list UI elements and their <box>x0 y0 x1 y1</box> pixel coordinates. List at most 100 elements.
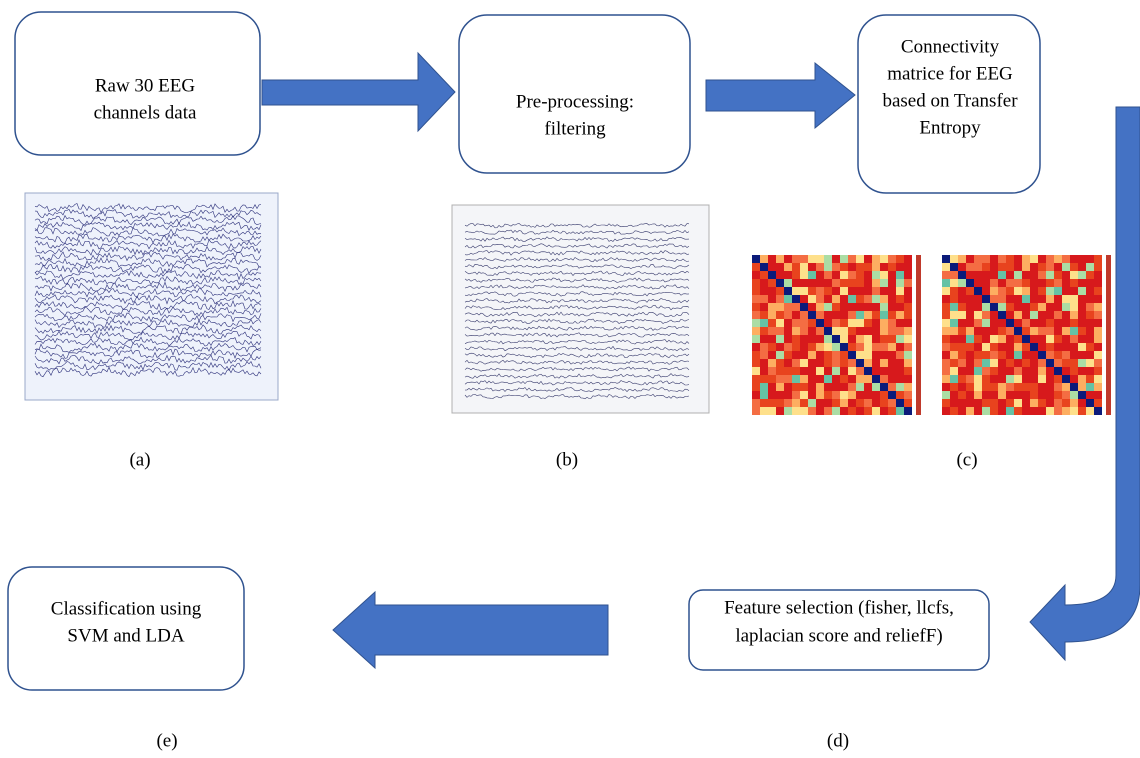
matrix-cell <box>856 319 864 327</box>
matrix-cell <box>808 375 816 383</box>
matrix-cell <box>1006 335 1014 343</box>
matrix-cell <box>1086 399 1094 407</box>
matrix-cell <box>1006 351 1014 359</box>
matrix-cell <box>1062 399 1070 407</box>
matrix-cell <box>1094 375 1102 383</box>
matrix-cell <box>1038 335 1046 343</box>
matrix-cell <box>1014 327 1022 335</box>
matrix-cell <box>760 351 768 359</box>
matrix-cell <box>1054 375 1062 383</box>
matrix-cell <box>880 263 888 271</box>
caption: (e) <box>156 730 177 751</box>
matrix-cell <box>808 263 816 271</box>
matrix-cell <box>1070 295 1078 303</box>
matrix-cell <box>950 399 958 407</box>
matrix-cell <box>864 391 872 399</box>
matrix-cell <box>856 407 864 415</box>
matrix-cell <box>816 287 824 295</box>
matrix-cell <box>982 367 990 375</box>
matrix-cell <box>816 367 824 375</box>
matrix-cell <box>950 407 958 415</box>
matrix-cell <box>760 287 768 295</box>
matrix-cell <box>752 271 760 279</box>
matrix-cell <box>816 343 824 351</box>
matrix-cell <box>800 399 808 407</box>
matrix-cell <box>1022 295 1030 303</box>
matrix-cell <box>832 255 840 263</box>
matrix-cell <box>768 351 776 359</box>
matrix-cell <box>816 399 824 407</box>
matrix-cell <box>840 263 848 271</box>
matrix-cell <box>864 351 872 359</box>
matrix-cell <box>808 295 816 303</box>
matrix-cell <box>1022 311 1030 319</box>
matrix-cell <box>974 271 982 279</box>
matrix-cell <box>990 407 998 415</box>
matrix-cell <box>896 319 904 327</box>
matrix-cell <box>880 343 888 351</box>
matrix-cell <box>998 383 1006 391</box>
arrow <box>262 53 455 131</box>
matrix-cell <box>776 279 784 287</box>
matrix-cell <box>1022 319 1030 327</box>
matrix-cell <box>1030 335 1038 343</box>
matrix-cell <box>1054 271 1062 279</box>
matrix-cell <box>832 383 840 391</box>
matrix-cell <box>998 335 1006 343</box>
matrix-cell <box>800 407 808 415</box>
matrix-cell <box>998 399 1006 407</box>
matrix-cell <box>1062 367 1070 375</box>
matrix-cell <box>824 383 832 391</box>
matrix-cell <box>840 255 848 263</box>
matrix-cell <box>1062 303 1070 311</box>
matrix-cell <box>1006 279 1014 287</box>
matrix-cell <box>1038 271 1046 279</box>
matrix-cell <box>872 303 880 311</box>
matrix-cell <box>1070 279 1078 287</box>
matrix-cell <box>904 367 912 375</box>
matrix-cell <box>1054 311 1062 319</box>
matrix-cell <box>896 351 904 359</box>
matrix-cell <box>958 303 966 311</box>
matrix-cell <box>896 311 904 319</box>
matrix-cell <box>1014 343 1022 351</box>
matrix-cell <box>752 343 760 351</box>
matrix-cell <box>1062 327 1070 335</box>
matrix-cell <box>966 271 974 279</box>
matrix-cell <box>942 295 950 303</box>
matrix-cell <box>904 311 912 319</box>
matrix-cell <box>896 335 904 343</box>
matrix-cell <box>896 367 904 375</box>
matrix-cell <box>752 399 760 407</box>
matrix-cell <box>800 295 808 303</box>
matrix-cell <box>966 399 974 407</box>
matrix-cell <box>998 351 1006 359</box>
matrix-cell <box>1070 327 1078 335</box>
matrix-cell <box>888 343 896 351</box>
matrix-cell <box>840 327 848 335</box>
matrix-cell <box>840 383 848 391</box>
matrix-cell <box>1046 303 1054 311</box>
matrix-cell <box>768 311 776 319</box>
matrix-cell <box>1014 319 1022 327</box>
matrix-cell <box>904 335 912 343</box>
matrix-cell <box>872 351 880 359</box>
matrix-cell <box>1022 359 1030 367</box>
matrix-cell <box>998 303 1006 311</box>
matrix-cell <box>904 391 912 399</box>
matrix-cell <box>982 279 990 287</box>
matrix-cell <box>998 375 1006 383</box>
matrix-cell <box>888 407 896 415</box>
matrix-cell <box>904 255 912 263</box>
matrix-cell <box>760 263 768 271</box>
matrix-cell <box>880 359 888 367</box>
matrix-cell <box>864 295 872 303</box>
matrix-cell <box>958 295 966 303</box>
matrix-cell <box>1094 319 1102 327</box>
matrix-cell <box>1062 375 1070 383</box>
matrix-cell <box>896 343 904 351</box>
matrix-cell <box>1030 407 1038 415</box>
matrix-cell <box>832 399 840 407</box>
matrix-cell <box>950 319 958 327</box>
matrix-cell <box>872 343 880 351</box>
